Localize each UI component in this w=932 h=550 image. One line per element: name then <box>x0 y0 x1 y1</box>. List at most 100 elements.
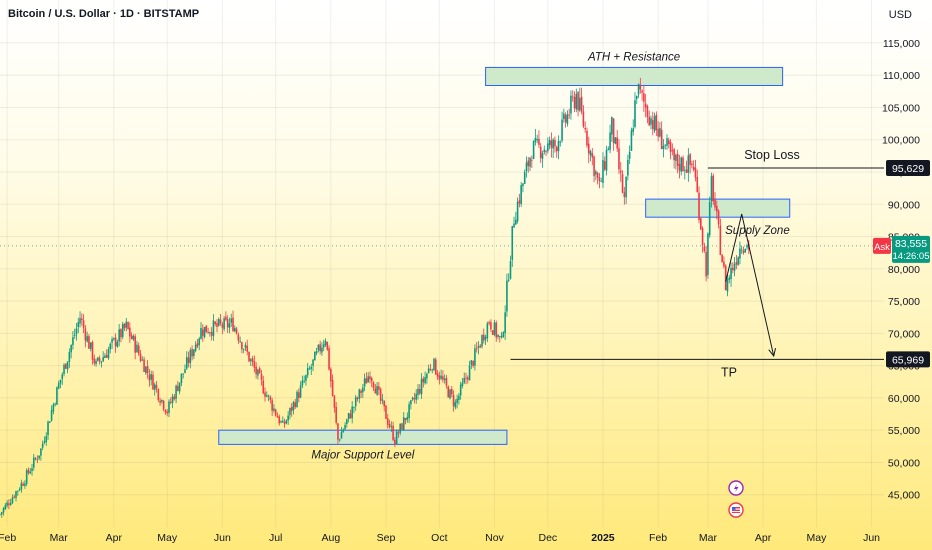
candle <box>689 153 691 174</box>
candle <box>98 355 101 365</box>
candle <box>157 388 160 402</box>
candle-body <box>579 97 581 111</box>
candle-body <box>730 267 732 280</box>
candle-body <box>16 490 19 492</box>
candle <box>32 453 35 471</box>
candle-body <box>121 324 124 337</box>
candle <box>349 409 352 419</box>
candle <box>415 389 418 404</box>
candle <box>118 323 120 347</box>
candle-body <box>746 245 748 248</box>
candle-body <box>614 137 617 144</box>
candle <box>589 149 592 162</box>
candle <box>717 209 720 229</box>
candle-body <box>354 397 357 407</box>
y-tick-label: 55,000 <box>888 425 920 437</box>
candle-body <box>459 384 462 396</box>
candle-body <box>32 457 35 468</box>
candle-body <box>258 368 261 374</box>
candle <box>564 112 567 128</box>
candle-body <box>105 355 108 358</box>
candle <box>150 370 152 386</box>
candle <box>342 428 345 433</box>
candle <box>392 421 394 442</box>
candle <box>18 487 21 492</box>
candle-body <box>4 505 7 510</box>
event-icons[interactable] <box>728 480 744 518</box>
candle-body <box>75 328 78 335</box>
candle <box>249 358 252 367</box>
candle-body <box>182 373 185 375</box>
candle <box>410 400 412 410</box>
candle-body <box>82 320 85 328</box>
candle-body <box>278 416 281 424</box>
candle <box>155 381 158 393</box>
us-flag-icon[interactable] <box>728 502 744 518</box>
candle <box>353 406 355 414</box>
candle-body <box>146 366 149 374</box>
candle-body <box>651 120 654 129</box>
lightning-icon[interactable] <box>728 480 744 496</box>
candle-body <box>611 116 613 135</box>
candle <box>6 500 8 508</box>
candle-body <box>472 361 474 366</box>
candle <box>356 396 359 402</box>
candle-body <box>539 146 542 158</box>
candle-body <box>353 406 355 408</box>
candle <box>539 143 542 163</box>
candle <box>595 169 597 181</box>
candle <box>515 211 517 225</box>
candle <box>721 254 723 263</box>
candle <box>714 192 716 211</box>
candle-body <box>292 401 295 411</box>
candle-body <box>207 332 209 334</box>
candle-body <box>609 132 611 150</box>
candle <box>370 376 373 388</box>
candle-body <box>276 416 279 418</box>
candle <box>449 388 451 400</box>
candle <box>230 313 233 327</box>
candle <box>742 246 745 255</box>
candle <box>203 326 206 339</box>
candle-body <box>173 396 176 400</box>
candle-body <box>630 130 633 151</box>
candle-body <box>317 344 320 351</box>
candle-body <box>527 160 530 167</box>
candle-body <box>532 141 535 159</box>
candle-body <box>374 388 377 394</box>
candle-body <box>73 334 76 336</box>
candle <box>45 432 48 446</box>
candle <box>84 325 87 348</box>
candle-body <box>212 320 215 337</box>
candle <box>632 119 635 136</box>
candle <box>440 369 442 381</box>
candle <box>29 467 32 475</box>
candle <box>502 331 505 338</box>
candle-body <box>415 393 418 400</box>
candle <box>443 374 446 384</box>
candle-body <box>129 327 131 337</box>
candle <box>209 331 211 337</box>
candle <box>511 226 514 267</box>
candle <box>568 108 570 119</box>
candle-body <box>235 328 238 334</box>
candle <box>367 372 369 383</box>
candle-body <box>698 192 700 220</box>
candle <box>602 152 604 189</box>
candle <box>22 481 24 487</box>
candle-body <box>657 128 659 137</box>
candle-body <box>72 337 74 346</box>
candle <box>657 120 659 142</box>
candle <box>49 421 51 423</box>
candle <box>699 216 702 231</box>
candle-body <box>344 425 346 430</box>
candle-body <box>641 90 643 93</box>
candle <box>385 404 387 420</box>
candle-body <box>253 361 256 368</box>
candle-body <box>689 154 691 165</box>
candle <box>340 426 343 439</box>
candle <box>235 326 238 335</box>
candle-body <box>328 348 330 370</box>
candle <box>447 385 450 398</box>
